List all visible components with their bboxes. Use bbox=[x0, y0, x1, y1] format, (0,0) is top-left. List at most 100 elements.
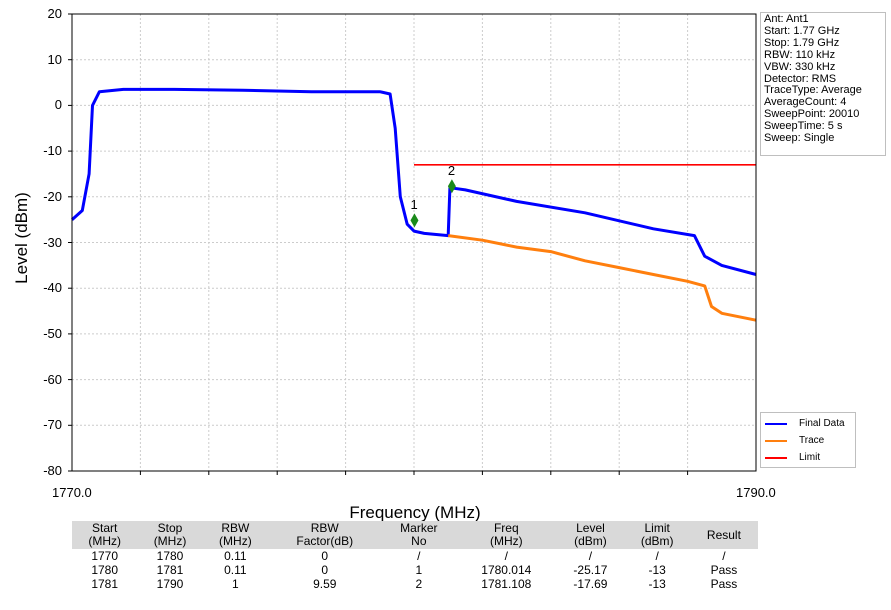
info-line: Detector: RMS bbox=[764, 72, 837, 85]
table-header-text: (dBm) bbox=[640, 534, 674, 548]
table-header-text: Freq bbox=[493, 521, 519, 535]
table-row: 1781 1790 1 9.59 2 1781.108 -17.69 -13 Pass bbox=[72, 577, 758, 591]
table-cell: / bbox=[588, 549, 593, 563]
table-header-cell: Limit (dBm) bbox=[624, 521, 690, 549]
table-header-text: (MHz) bbox=[219, 534, 252, 548]
info-line: VBW: 330 kHz bbox=[764, 60, 836, 73]
info-line: Start: 1.77 GHz bbox=[764, 24, 840, 37]
table-cell: / bbox=[417, 549, 421, 563]
x-tick-label: 1770.0 bbox=[52, 485, 92, 500]
table-cell: -17.69 bbox=[573, 577, 608, 591]
table-cell: -25.17 bbox=[573, 563, 608, 577]
table-row: 1770 1780 0.11 0 / / / / / bbox=[72, 549, 758, 563]
table-cell: Pass bbox=[710, 563, 738, 577]
marker-2 bbox=[447, 179, 456, 194]
table-header-cell: Freq (MHz) bbox=[456, 521, 557, 549]
y-tick-label: -50 bbox=[43, 325, 62, 341]
y-tick-label: -20 bbox=[43, 188, 62, 204]
marker-label-2: 2 bbox=[447, 163, 456, 179]
y-tick-label: -30 bbox=[43, 234, 62, 250]
table-cell: 1790 bbox=[156, 577, 184, 591]
legend: Final Data Trace Limit bbox=[760, 412, 856, 468]
table-cell: 0 bbox=[321, 549, 329, 563]
table-header-text: (dBm) bbox=[574, 534, 607, 548]
x-tick-label: 1790.0 bbox=[736, 485, 776, 500]
legend-swatch bbox=[765, 423, 787, 425]
series-line-final-data bbox=[71, 87, 757, 276]
legend-swatch bbox=[765, 440, 787, 442]
table-cell: 1 bbox=[415, 563, 423, 577]
series-lines bbox=[71, 87, 757, 322]
table-header-text: RBW bbox=[310, 521, 339, 535]
table-cell: 1781 bbox=[156, 563, 184, 577]
y-tick-label: -70 bbox=[43, 417, 62, 433]
table-cell: 0.11 bbox=[224, 563, 247, 577]
table-header-text: Stop bbox=[157, 521, 183, 535]
measurement-info-box: Ant: Ant1 Start: 1.77 GHz Stop: 1.79 GHz RB… bbox=[760, 12, 886, 156]
table-header-text: RBW bbox=[221, 521, 250, 535]
table-cell: 9.59 bbox=[313, 577, 337, 591]
table-cell: / bbox=[722, 549, 726, 563]
table-header-cell: RBW (MHz) bbox=[202, 521, 269, 549]
y-tick-label: -40 bbox=[43, 280, 62, 296]
info-line: SweepPoint: 20010 bbox=[764, 108, 860, 121]
legend-label: Trace bbox=[799, 435, 825, 446]
info-line: SweepTime: 5 s bbox=[764, 120, 843, 133]
y-tick-label: -60 bbox=[43, 371, 62, 387]
table-header-text: (MHz) bbox=[489, 534, 523, 548]
table-header-text: Level bbox=[576, 521, 605, 535]
y-axis-label: Level (dBm) bbox=[12, 192, 31, 284]
table-header-text: Marker bbox=[400, 521, 438, 535]
table-cell: 1780 bbox=[91, 563, 119, 577]
table-cell: Pass bbox=[710, 577, 738, 591]
table-cell: 0.11 bbox=[224, 549, 247, 563]
y-tick-label: 0 bbox=[54, 97, 62, 113]
legend-label: Final Data bbox=[799, 418, 845, 429]
table-header-text: Start bbox=[92, 521, 118, 535]
table-cell: 1780 bbox=[156, 549, 184, 563]
table-cell: 1770 bbox=[91, 549, 119, 563]
table-cell: 0 bbox=[321, 563, 329, 577]
table-cell: 1781 bbox=[91, 577, 119, 591]
table-cell: / bbox=[655, 549, 659, 563]
y-tick-label: -80 bbox=[43, 463, 62, 478]
table-header-cell: Level (dBm) bbox=[556, 521, 625, 549]
x-axis-label: Frequency (MHz) bbox=[349, 503, 481, 522]
marker-1 bbox=[410, 213, 419, 228]
table-header-text: (MHz) bbox=[88, 534, 121, 548]
table-header-text: Result bbox=[706, 527, 741, 542]
markers bbox=[410, 179, 456, 228]
legend-swatch bbox=[765, 457, 787, 459]
table-header-cell: Start (MHz) bbox=[72, 521, 138, 549]
table-cell: / bbox=[504, 549, 508, 563]
table-header-text: Limit bbox=[644, 521, 670, 535]
info-line: RBW: 110 kHz bbox=[764, 48, 836, 61]
info-line: Sweep: Single bbox=[764, 132, 835, 145]
table-header-cell: Result bbox=[689, 521, 758, 549]
grid-lines bbox=[68, 13, 756, 475]
y-tick-label: -10 bbox=[43, 143, 62, 159]
table-cell: 1781.108 bbox=[481, 577, 532, 591]
table-cell: -13 bbox=[648, 577, 666, 591]
result-table: Start (MHz) Stop (MHz) RBW (MHz) RBW Factor(dB)… bbox=[72, 521, 758, 591]
table-header-text: Factor(dB) bbox=[296, 534, 354, 548]
table-header-cell: Stop (MHz) bbox=[137, 521, 203, 549]
table-cell: 1 bbox=[232, 577, 239, 591]
legend-label: Limit bbox=[799, 452, 821, 463]
info-line: AverageCount: 4 bbox=[764, 96, 847, 109]
table-cell: 1780.014 bbox=[481, 563, 532, 577]
info-line: TraceType: Average bbox=[764, 84, 862, 97]
table-header-row: Start (MHz) Stop (MHz) RBW (MHz) RBW Factor(dB)… bbox=[72, 521, 758, 549]
table-header-cell: RBW Factor(dB) bbox=[268, 521, 382, 549]
series-line-trace bbox=[448, 234, 757, 322]
marker-label-1: 1 bbox=[410, 197, 418, 213]
table-cell: -13 bbox=[648, 563, 666, 577]
table-cell: 2 bbox=[415, 577, 423, 591]
table-header-text: (MHz) bbox=[153, 534, 187, 548]
table-header-text: No bbox=[411, 534, 427, 548]
table-body: 1770 1780 0.11 0// / //1780 1781 0.11 0 1 1780.014… bbox=[72, 549, 758, 591]
info-line: Stop: 1.79 GHz bbox=[764, 36, 840, 49]
y-tick-label: 20 bbox=[47, 6, 62, 21]
table-header-cell: Marker No bbox=[381, 521, 457, 549]
